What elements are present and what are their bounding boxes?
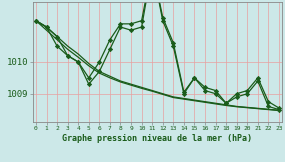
X-axis label: Graphe pression niveau de la mer (hPa): Graphe pression niveau de la mer (hPa) bbox=[62, 134, 253, 143]
